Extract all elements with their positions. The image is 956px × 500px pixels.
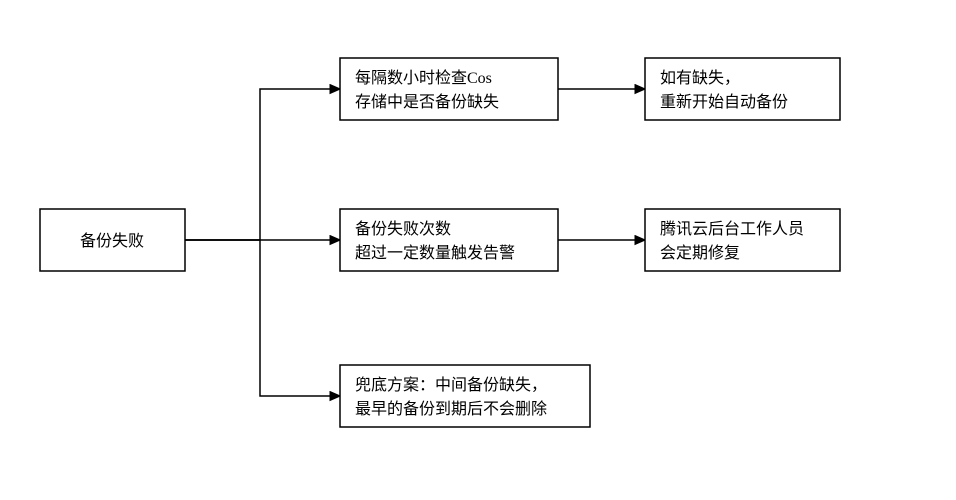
edge-e2 bbox=[185, 240, 340, 396]
node-n5: 兜底方案：中间备份缺失， 最早的备份到期后不会删除 bbox=[340, 365, 590, 427]
node-n3: 备份失败次数超过一定数量触发告警 bbox=[340, 209, 558, 271]
edge-e0 bbox=[185, 89, 340, 240]
flowchart-canvas: 备份失败 每隔数小时检查Cos 存储中是否备份缺失 如有缺失， 重新开始自动备份备份失败… bbox=[0, 0, 956, 500]
node-text: 备份失败次数 bbox=[355, 220, 451, 238]
node-n0: 备份失败 bbox=[40, 209, 185, 271]
node-text: 每隔数小时检查Cos bbox=[355, 69, 492, 87]
node-text: 最早的备份到期后不会删除 bbox=[355, 400, 547, 418]
node-n1: 每隔数小时检查Cos 存储中是否备份缺失 bbox=[340, 58, 558, 120]
node-n2: 如有缺失， 重新开始自动备份 bbox=[645, 58, 840, 120]
node-text: 腾讯云后台工作人员 bbox=[660, 220, 804, 238]
node-text: 存储中是否备份缺失 bbox=[355, 93, 499, 111]
node-text: 备份失败 bbox=[80, 232, 144, 250]
node-text: 重新开始自动备份 bbox=[660, 93, 788, 111]
node-text: 会定期修复 bbox=[660, 244, 740, 262]
node-text: 超过一定数量触发告警 bbox=[355, 244, 515, 262]
node-n4: 腾讯云后台工作人员会定期修复 bbox=[645, 209, 840, 271]
nodes-group: 备份失败 每隔数小时检查Cos 存储中是否备份缺失 如有缺失， 重新开始自动备份备份失败… bbox=[40, 58, 840, 427]
node-text: 兜底方案：中间备份缺失， bbox=[355, 376, 547, 394]
node-text: 如有缺失， bbox=[660, 69, 740, 87]
